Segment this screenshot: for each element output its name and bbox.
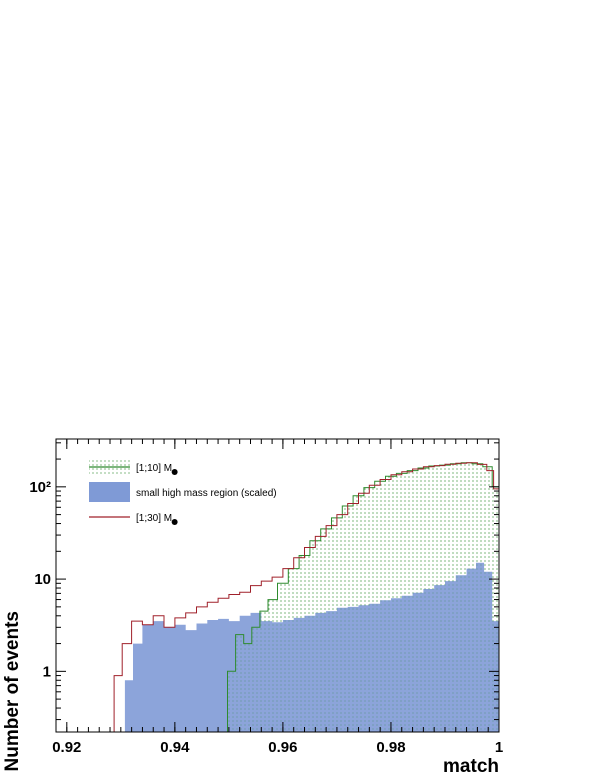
axes: 0.92 0.94 0.96 0.98 1 1 10 10²: [29, 438, 503, 756]
legend-sun-symbol: [171, 469, 178, 475]
legend-entry-1-30: [1;30] M: [89, 513, 178, 525]
x-tick-label: 0.92: [52, 739, 81, 756]
series-1-30-line: [113, 462, 499, 732]
series-1-10-overlay: [227, 462, 499, 732]
plot-area: [113, 462, 499, 732]
y-tick-label: 10²: [29, 479, 51, 496]
legend-entry-1-10: [1;10] M: [89, 458, 178, 476]
plot-frame: [55, 438, 500, 733]
legend-label: [1;10] M: [136, 463, 172, 474]
x-axis-title: match: [443, 756, 499, 776]
y-axis-title: Number of events: [2, 611, 23, 771]
legend: [1;10] M small high mass region (scaled) […: [89, 458, 277, 525]
legend-sun-symbol: [171, 519, 178, 525]
x-tick-label: 1: [495, 739, 503, 756]
legend-entry-high-mass: small high mass region (scaled): [89, 482, 277, 502]
y-tick-label: 1: [43, 663, 51, 680]
x-tick-label: 0.98: [376, 739, 405, 756]
legend-swatch: [89, 482, 130, 502]
legend-label: small high mass region (scaled): [136, 488, 277, 499]
y-tick-label: 10: [34, 571, 51, 588]
x-tick-label: 0.94: [160, 739, 190, 756]
legend-label: [1;30] M: [136, 513, 172, 524]
x-tick-label: 0.96: [268, 739, 297, 756]
